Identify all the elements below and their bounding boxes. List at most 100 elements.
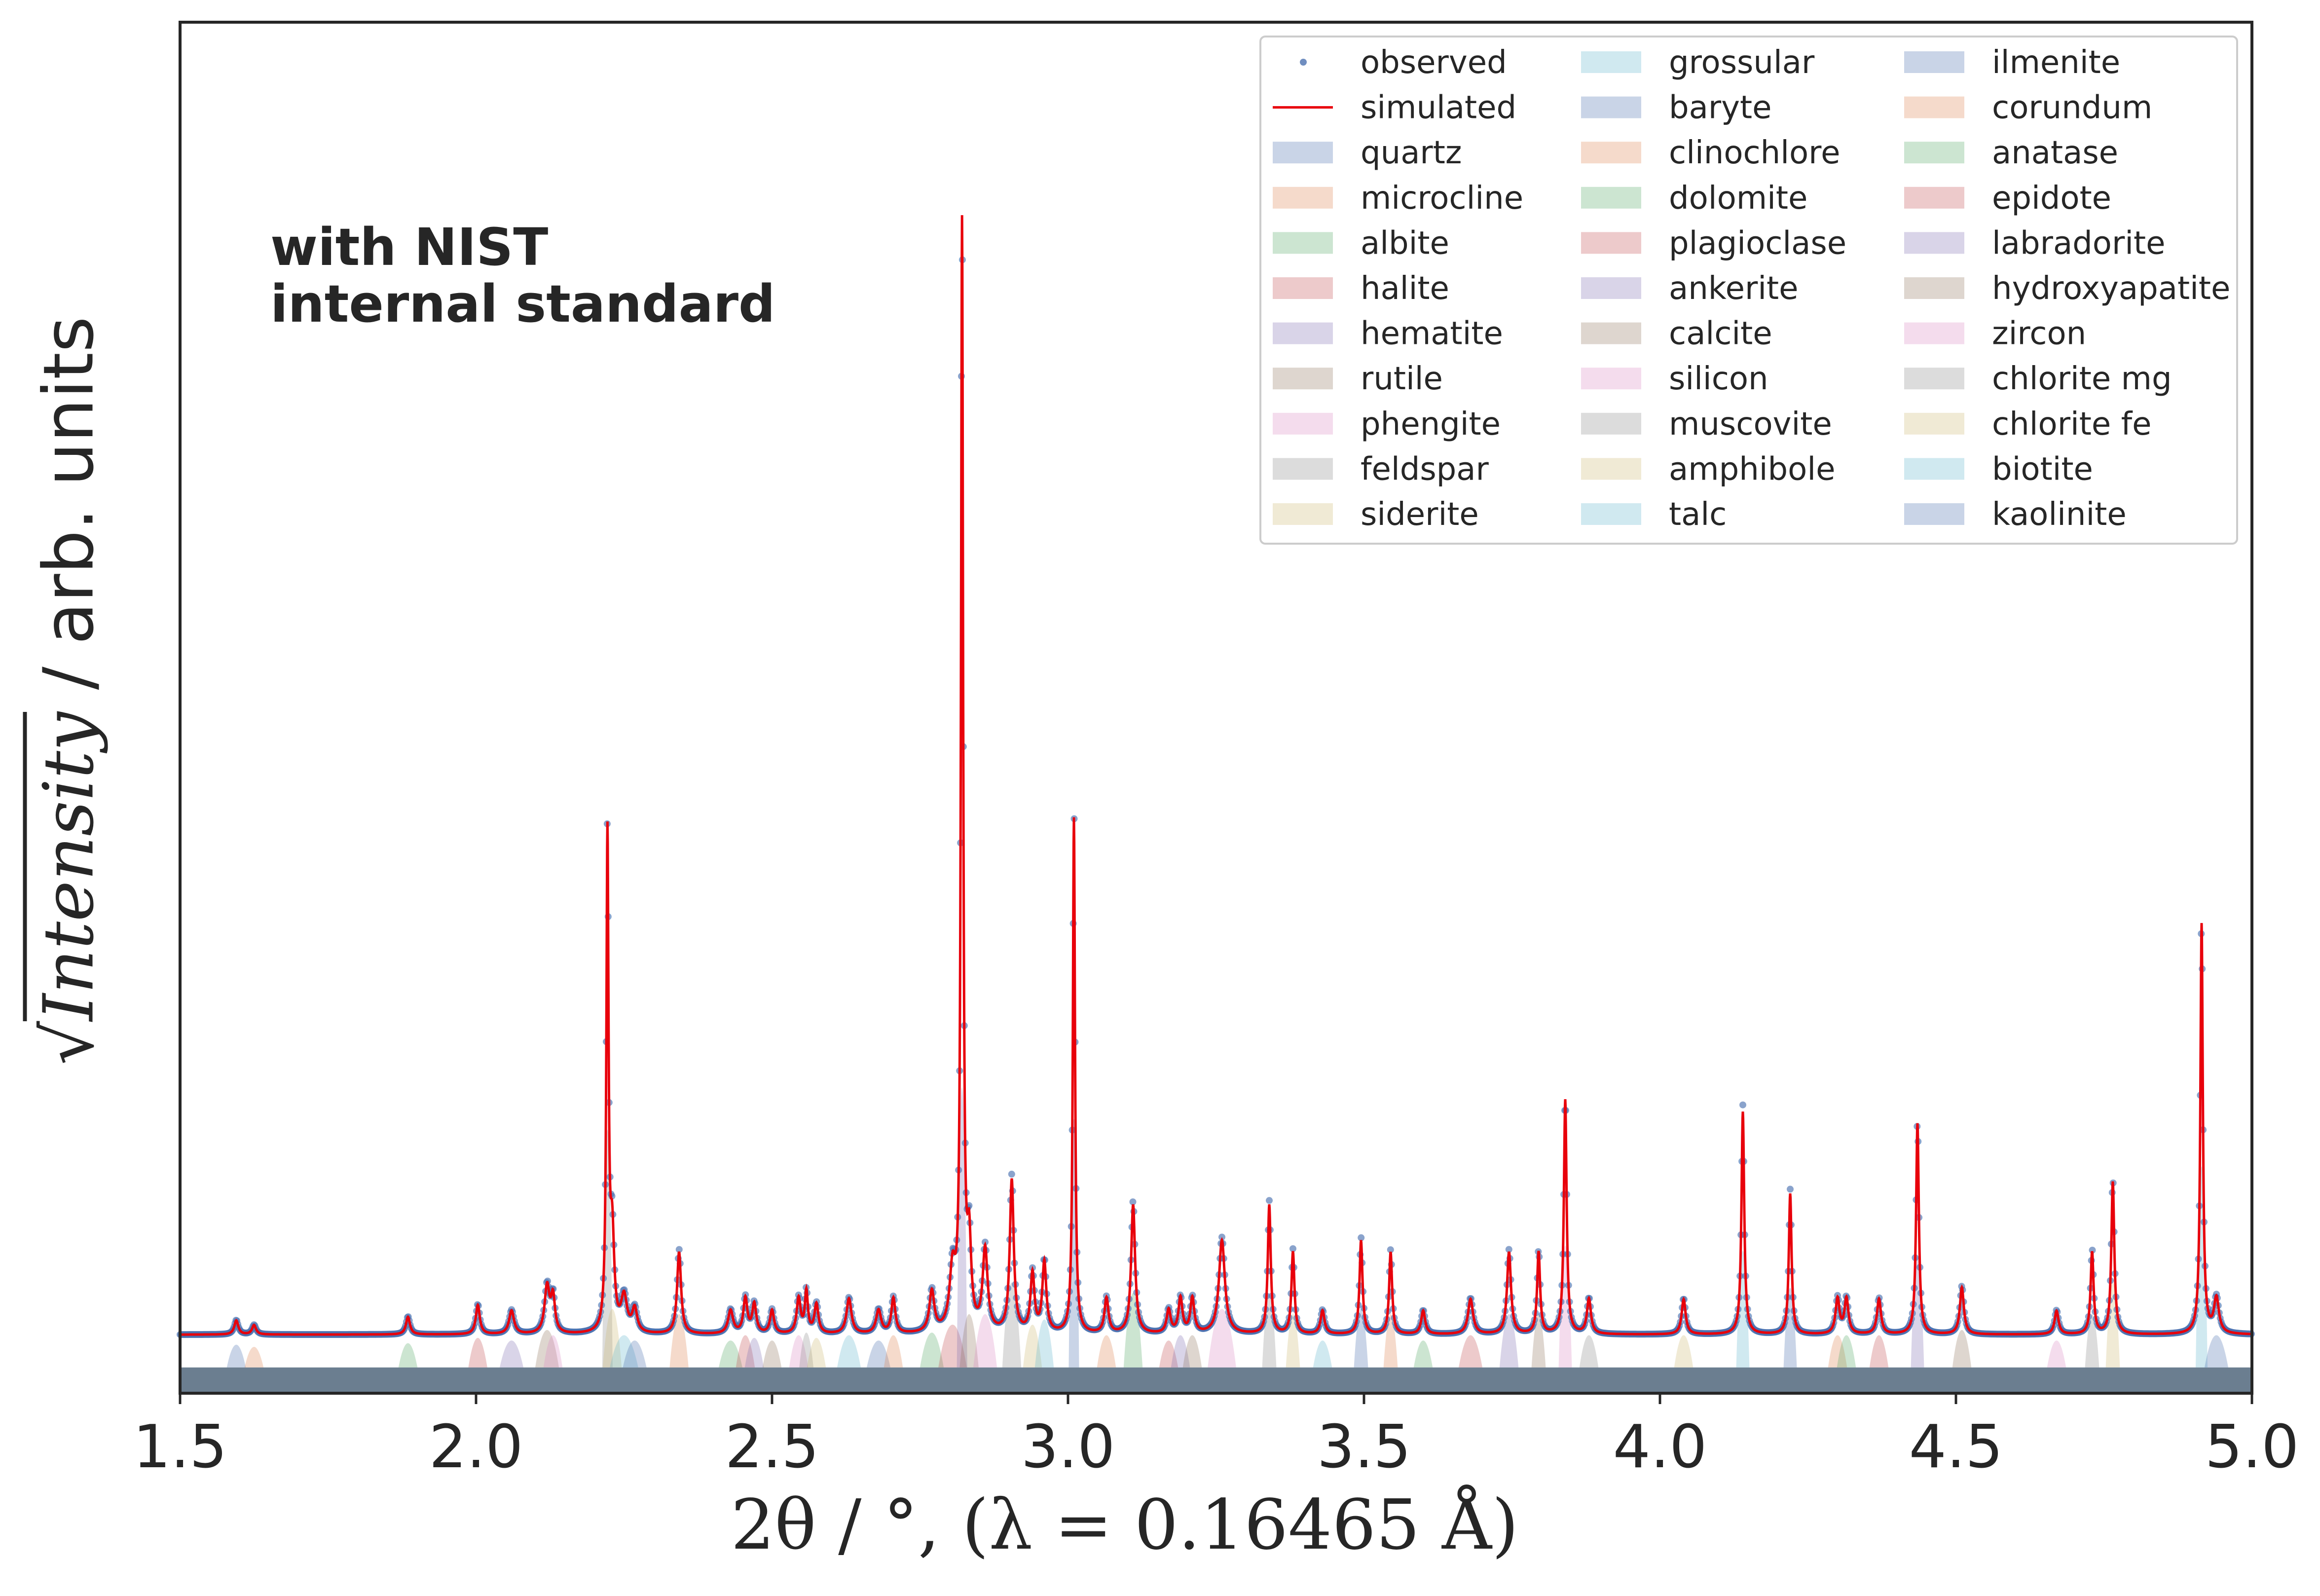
legend-swatch bbox=[1904, 51, 1964, 73]
legend-entry-label: amphibole bbox=[1669, 451, 1835, 487]
legend-entry-label: calcite bbox=[1669, 316, 1772, 352]
legend-entry-label: anatase bbox=[1992, 135, 2118, 171]
phase-fills bbox=[180, 1087, 2252, 1393]
phase-fill bbox=[500, 1340, 523, 1368]
phase-fill bbox=[623, 1340, 647, 1368]
legend-entry-label: observed bbox=[1361, 44, 1507, 81]
phase-fill bbox=[744, 1337, 764, 1368]
phase-fill bbox=[1023, 1325, 1042, 1368]
legend-swatch bbox=[1581, 142, 1641, 164]
phase-fill bbox=[736, 1335, 755, 1368]
phase-fill bbox=[2205, 1335, 2228, 1368]
legend-entry-label: corundum bbox=[1992, 90, 2152, 126]
x-tick-label: 4.5 bbox=[1909, 1413, 2003, 1482]
phase-fill bbox=[1828, 1335, 1847, 1368]
legend-swatch bbox=[1581, 412, 1641, 435]
phase-fill bbox=[920, 1333, 944, 1368]
legend-entry-label: hematite bbox=[1361, 316, 1503, 352]
observed-point bbox=[1266, 1197, 1273, 1204]
x-tick-label: 3.5 bbox=[1317, 1413, 1411, 1482]
legend-entry-label: chlorite fe bbox=[1992, 406, 2152, 443]
y-axis-label-rest: / arb. units bbox=[29, 316, 110, 712]
legend-entry-label: muscovite bbox=[1669, 406, 1832, 443]
phase-fill bbox=[762, 1340, 782, 1368]
phase-fill bbox=[1262, 1293, 1277, 1368]
x-axis: 1.5 2.0 2.5 3.0 3.5 4.0 4.5 5.0 bbox=[133, 1393, 2299, 1482]
phase-fill bbox=[535, 1330, 559, 1368]
phase-fill bbox=[1579, 1335, 1599, 1368]
phase-fill bbox=[1459, 1335, 1482, 1368]
phase-fill bbox=[789, 1335, 809, 1368]
x-axis-label: 2θ / °, (λ = 0.16465 Å) bbox=[731, 1485, 1519, 1565]
legend-swatch bbox=[1904, 96, 1964, 118]
legend-swatch bbox=[1581, 503, 1641, 525]
legend-entry-label: ilmenite bbox=[1992, 44, 2120, 81]
legend-swatch bbox=[1904, 458, 1964, 480]
phase-fill bbox=[244, 1346, 264, 1368]
legend-swatch bbox=[1904, 368, 1964, 390]
legend-swatch bbox=[1273, 186, 1333, 209]
x-tick-label: 3.0 bbox=[1021, 1413, 1115, 1482]
x-tick-label: 4.0 bbox=[1613, 1413, 1707, 1482]
legend-swatch bbox=[1581, 96, 1641, 118]
legend-entry-label: rutile bbox=[1361, 361, 1443, 397]
legend-entry-label: talc bbox=[1669, 496, 1727, 533]
legend-entry-label: ankerite bbox=[1669, 270, 1799, 307]
legend-swatch bbox=[1273, 232, 1333, 254]
legend-swatch bbox=[1273, 412, 1333, 435]
legend-swatch bbox=[1904, 412, 1964, 435]
phase-fill bbox=[799, 1333, 813, 1368]
legend-swatch bbox=[1904, 322, 1964, 344]
legend-swatch bbox=[1273, 458, 1333, 480]
phase-fill bbox=[867, 1340, 890, 1368]
legend-entry-label: dolomite bbox=[1669, 180, 1807, 217]
phase-fill bbox=[1097, 1335, 1116, 1368]
legend-swatch bbox=[1904, 232, 1964, 254]
legend-entry-label: silicon bbox=[1669, 361, 1768, 397]
legend-entry-label: zircon bbox=[1992, 316, 2086, 352]
legend: observed simulated quartz microcline albite h… bbox=[1259, 36, 2238, 545]
phase-fill bbox=[1674, 1335, 1694, 1368]
phase-fill bbox=[938, 1325, 967, 1368]
phase-fill bbox=[543, 1335, 563, 1368]
legend-swatch bbox=[1581, 277, 1641, 299]
legend-entry-label: phengite bbox=[1361, 406, 1501, 443]
phase-fill bbox=[959, 1314, 979, 1368]
legend-entry-label: grossular bbox=[1669, 44, 1815, 81]
legend-entry-label: quartz bbox=[1361, 135, 1462, 171]
legend-entry-label: biotite bbox=[1992, 451, 2093, 487]
phase-fill bbox=[1034, 1319, 1054, 1368]
legend-entry-label: plagioclase bbox=[1669, 225, 1846, 261]
legend-swatch bbox=[1273, 142, 1333, 164]
phase-fill bbox=[1313, 1340, 1332, 1368]
legend-entry-label: clinochlore bbox=[1669, 135, 1840, 171]
phase-fill bbox=[226, 1344, 246, 1368]
legend-swatch bbox=[1581, 232, 1641, 254]
phase-fill bbox=[1869, 1335, 1889, 1368]
phase-fill bbox=[1837, 1335, 1856, 1368]
background-fill bbox=[180, 1367, 2252, 1393]
phase-fill bbox=[837, 1335, 861, 1368]
legend-swatch bbox=[1581, 458, 1641, 480]
legend-swatch bbox=[1273, 368, 1333, 390]
phase-fill bbox=[1182, 1335, 1202, 1368]
observed-point bbox=[1787, 1186, 1794, 1193]
legend-swatch bbox=[1581, 368, 1641, 390]
x-tick-label: 2.0 bbox=[429, 1413, 523, 1482]
legend-swatch bbox=[1273, 322, 1333, 344]
phase-fill bbox=[2047, 1340, 2066, 1368]
observed-point bbox=[1129, 1198, 1137, 1206]
phase-fill bbox=[719, 1340, 742, 1368]
legend-swatch bbox=[1904, 142, 1964, 164]
phase-fill bbox=[1159, 1340, 1178, 1368]
phase-fill bbox=[1952, 1330, 1972, 1368]
observed-point bbox=[1739, 1101, 1746, 1109]
y-axis-label-sqrt: Intensity bbox=[23, 711, 110, 1021]
observed-point bbox=[675, 1246, 683, 1253]
phase-fill bbox=[468, 1337, 487, 1368]
legend-entry-label: albite bbox=[1361, 225, 1449, 261]
legend-swatch bbox=[1273, 277, 1333, 299]
phase-fill bbox=[398, 1343, 418, 1368]
legend-observed-marker bbox=[1300, 59, 1307, 66]
